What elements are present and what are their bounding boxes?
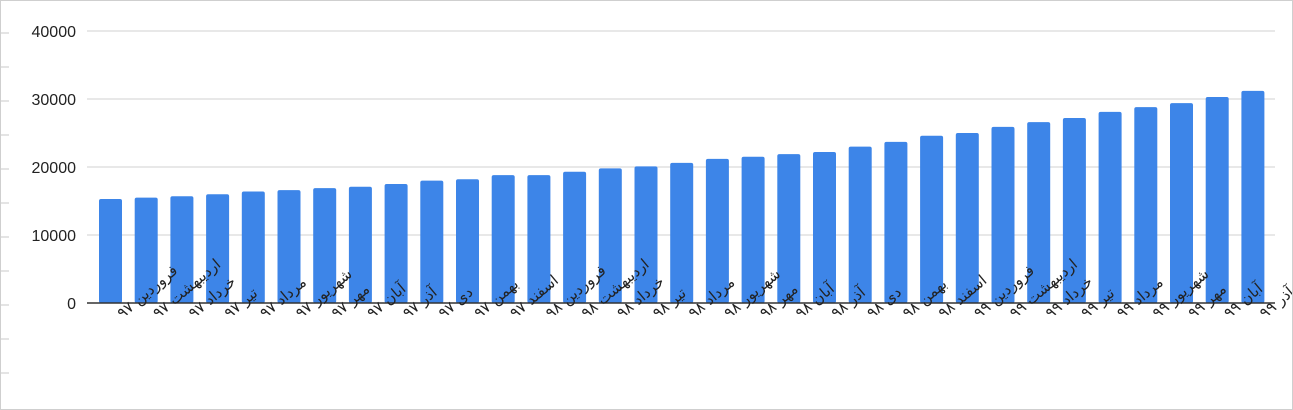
bar-31 [1205, 96, 1229, 304]
bar-25 [991, 126, 1015, 303]
bar-8 [384, 184, 408, 303]
bar-1 [134, 197, 158, 303]
y-axis-ticks: 0 10000 20000 30000 40000 [32, 24, 77, 313]
bar-4 [241, 191, 265, 303]
left-edge-ticks [1, 32, 9, 374]
bar-7 [348, 186, 372, 303]
bar-11 [491, 175, 515, 303]
bar-20 [813, 152, 836, 303]
bar-15 [634, 166, 658, 303]
y-tick-label: 0 [67, 296, 76, 313]
bar-30 [1170, 103, 1193, 303]
bar-21 [848, 146, 872, 303]
y-tick-label: 10000 [32, 228, 77, 245]
bar-28 [1098, 111, 1122, 303]
bars [99, 90, 1265, 304]
bar-6 [313, 188, 337, 303]
bar-26 [1027, 122, 1051, 304]
bar-32 [1241, 90, 1265, 303]
bar-16 [670, 162, 694, 303]
y-tick-label: 30000 [32, 92, 77, 109]
bar-14 [598, 168, 622, 303]
bar-10 [456, 179, 479, 303]
bar-27 [1062, 118, 1086, 303]
bar-13 [563, 171, 587, 303]
bar-23 [920, 135, 944, 303]
bar-5 [277, 190, 301, 303]
bar-9 [420, 180, 444, 303]
y-tick-label: 20000 [32, 160, 77, 177]
bar-17 [705, 158, 729, 303]
bar-0 [99, 198, 122, 303]
bar-24 [955, 133, 979, 303]
y-tick-label: 40000 [32, 24, 77, 41]
bar-3 [206, 194, 230, 303]
bar-29 [1134, 107, 1158, 303]
bar-22 [884, 141, 908, 303]
bar-19 [777, 154, 801, 303]
bar-2 [170, 196, 194, 303]
bar-18 [741, 156, 765, 303]
bar-12 [527, 175, 551, 303]
